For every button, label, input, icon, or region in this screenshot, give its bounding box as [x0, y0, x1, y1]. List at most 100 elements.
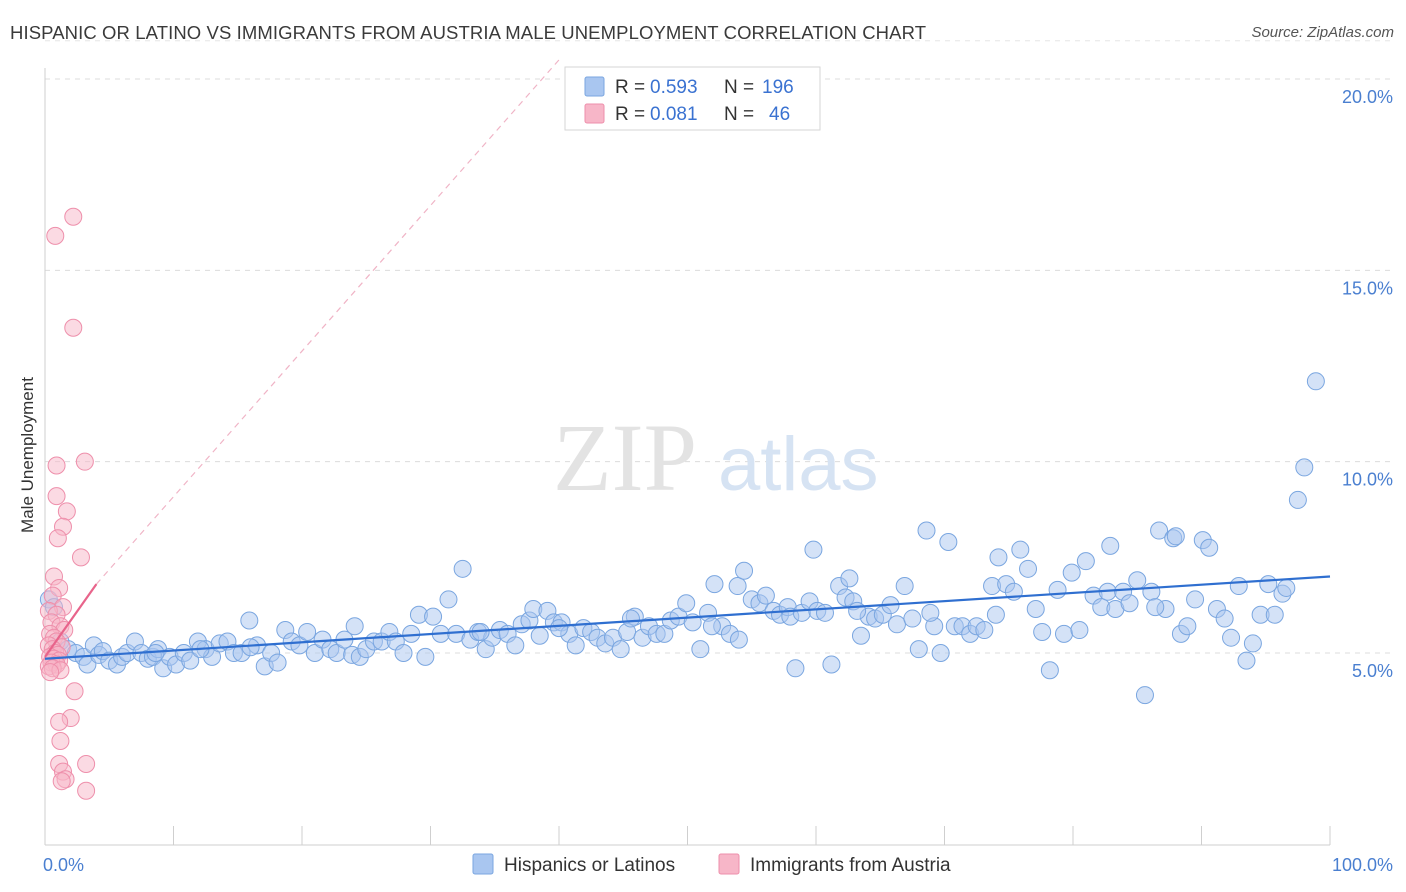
gridlines	[45, 40, 1395, 654]
point-series0-55	[416, 647, 435, 666]
y-tick-label-3: 20.0%	[1342, 87, 1393, 107]
point-series0-158	[1142, 582, 1161, 601]
legend-r-value-1: 0.593	[650, 77, 698, 98]
point-series1-0	[46, 226, 65, 245]
point-series1-1	[64, 207, 83, 226]
point-series1-40	[77, 754, 96, 773]
point-series0-35	[268, 653, 287, 672]
axes	[44, 68, 1331, 846]
point-series0-169	[1222, 628, 1241, 647]
point-series0-178	[1295, 458, 1314, 477]
point-series0-71	[530, 626, 549, 645]
point-series0-110	[804, 540, 823, 559]
legend-r-label-1: R =	[615, 77, 645, 98]
point-series0-125	[903, 609, 922, 628]
trend-extension-series1	[95, 59, 560, 585]
watermark-zip-text: ZIP	[553, 404, 697, 511]
chart-title: HISPANIC OR LATINO VS IMMIGRANTS FROM AU…	[10, 22, 927, 43]
point-series0-163	[1178, 617, 1197, 636]
point-series0-155	[1120, 594, 1139, 613]
point-series0-195	[1146, 598, 1165, 617]
y-tick-label-2: 15.0%	[1342, 278, 1393, 298]
point-series1-45	[77, 781, 96, 800]
point-series0-52	[394, 644, 413, 662]
point-series0-177	[1288, 490, 1307, 509]
point-series0-127	[917, 521, 936, 540]
legend-n-label-2: N =	[724, 104, 754, 125]
point-series0-166	[1200, 538, 1219, 557]
legend-r-value-2: 0.081	[650, 104, 698, 125]
point-series0-60	[453, 559, 472, 578]
legend-n-label-1: N =	[724, 77, 754, 98]
point-series0-188	[729, 630, 748, 649]
series-legend-label-hispanic: Hispanics or Latinos	[504, 855, 675, 876]
point-series0-180	[921, 603, 940, 622]
extended-trend-lines	[95, 59, 560, 585]
point-series0-76	[566, 636, 585, 655]
point-series0-147	[1062, 563, 1081, 582]
x-tick-label-1: 100.0%	[1332, 855, 1393, 875]
series-legend: Hispanics or Latinos Immigrants from Aus…	[472, 853, 951, 876]
point-series0-156	[1128, 571, 1147, 590]
point-series0-91	[677, 594, 696, 613]
point-series1-44	[52, 772, 71, 791]
x-tick-label-0: 0.0%	[43, 855, 84, 875]
point-series0-135	[975, 621, 994, 640]
point-series1-4	[47, 456, 66, 475]
point-series0-93	[691, 640, 710, 659]
legend-swatch-hispanic	[584, 76, 605, 97]
point-series1-35	[41, 663, 60, 682]
point-series1-38	[50, 712, 69, 731]
point-series0-31	[240, 611, 259, 630]
point-series0-175	[1265, 605, 1284, 624]
point-series0-159	[1150, 521, 1169, 540]
point-series0-157	[1135, 686, 1154, 705]
y-tick-label-1: 10.0%	[1342, 470, 1393, 490]
point-series0-39	[298, 622, 317, 641]
point-series0-99	[735, 561, 754, 580]
point-series0-130	[939, 533, 958, 552]
point-series0-140	[1011, 540, 1030, 559]
point-series0-170	[1229, 577, 1248, 596]
point-series1-9	[71, 548, 90, 567]
point-series0-184	[241, 638, 260, 657]
point-series0-190	[1101, 536, 1120, 555]
point-series0-149	[1076, 552, 1095, 571]
point-series0-98	[728, 577, 747, 596]
point-series0-67	[506, 636, 525, 655]
legend-swatch-austria	[584, 103, 605, 124]
point-series0-187	[550, 619, 568, 638]
point-series0-123	[887, 615, 906, 634]
trend-line-series1	[44, 583, 98, 658]
point-series0-193	[702, 617, 721, 636]
point-series0-179	[1306, 372, 1325, 391]
point-series1-39	[51, 732, 70, 751]
point-series0-129	[931, 644, 950, 662]
point-series0-124	[895, 577, 914, 596]
series-legend-swatch-austria	[718, 853, 740, 875]
point-series1-2	[64, 318, 83, 337]
point-series0-126	[909, 640, 928, 659]
y-tick-label-0: 5.0%	[1352, 661, 1393, 681]
point-series0-142	[1026, 599, 1045, 618]
watermark: ZIP atlas	[553, 404, 879, 511]
point-series0-181	[621, 609, 640, 628]
point-series0-183	[345, 617, 364, 636]
point-series0-118	[851, 626, 870, 645]
point-series0-141	[1019, 559, 1038, 578]
point-series0-116	[840, 569, 859, 588]
chart-source: Source: ZipAtlas.com	[1251, 24, 1394, 41]
point-series0-23	[181, 651, 200, 670]
point-series0-194	[848, 601, 867, 620]
point-series1-5	[47, 487, 66, 506]
series-legend-label-austria: Immigrants from Austria	[750, 855, 951, 876]
trend-line-series0	[44, 575, 1331, 660]
point-series0-146	[1055, 624, 1074, 643]
point-series0-145	[1048, 580, 1067, 599]
point-series0-58	[439, 590, 458, 609]
point-series0-191	[1166, 527, 1185, 546]
point-series0-107	[786, 659, 805, 678]
point-series0-171	[1237, 651, 1256, 670]
correlation-legend-box	[564, 66, 821, 131]
